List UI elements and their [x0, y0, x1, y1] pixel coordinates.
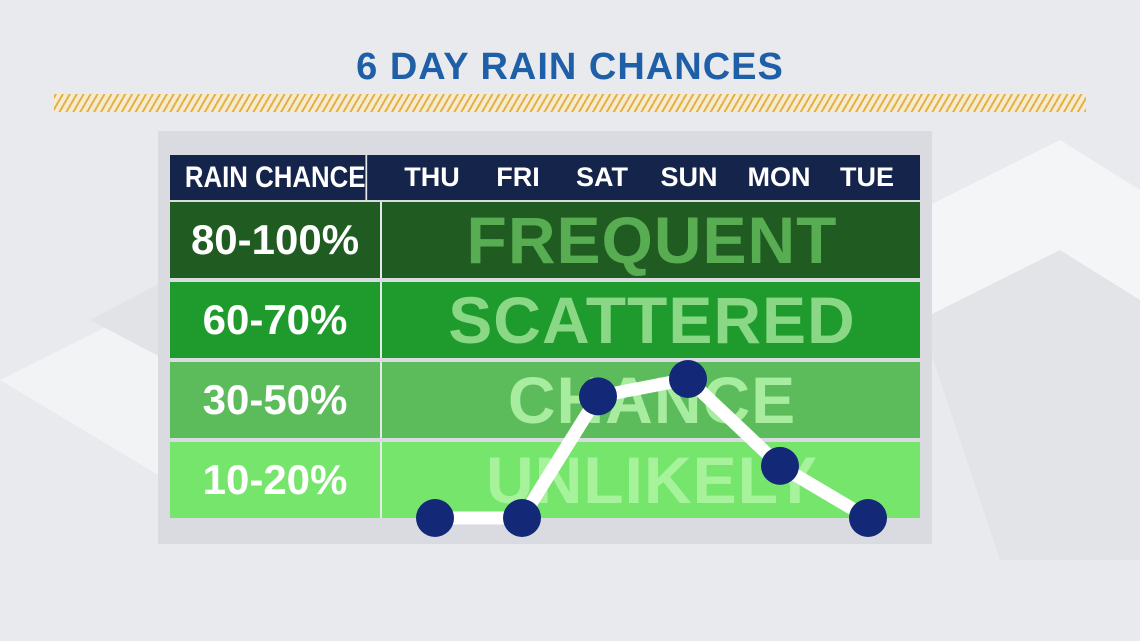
header-rain-chance: RAIN CHANCE: [185, 155, 368, 200]
row-scattered: 60-70% SCATTERED: [170, 282, 920, 358]
band-label-chance: CHANCE: [507, 363, 797, 437]
range-label: 80-100%: [170, 202, 382, 278]
band-label-scattered: SCATTERED: [448, 283, 856, 357]
day-label-thu: THU: [404, 162, 460, 192]
day-label-fri: FRI: [496, 162, 540, 192]
data-point-sun: [669, 360, 707, 398]
data-point-sat: [579, 377, 617, 416]
title-underline-stripe: [54, 94, 1086, 112]
day-label-tue: TUE: [840, 162, 894, 192]
bg-shape-right-lower: [920, 250, 1140, 560]
row-chance: 30-50% CHANCE: [170, 362, 920, 438]
row-frequent: 80-100% FREQUENT: [170, 202, 920, 278]
rain-chance-line: [428, 372, 875, 525]
data-point-tue: [849, 499, 887, 537]
range-label: 30-50%: [170, 362, 382, 438]
day-label-mon: MON: [747, 162, 811, 192]
table-header: RAIN CHANCE THU FRI SAT SUN MON TUE: [170, 155, 920, 200]
page-title: 6 DAY RAIN CHANCES: [356, 46, 784, 88]
day-label-sat: SAT: [576, 162, 628, 192]
data-point-fri: [503, 499, 541, 537]
range-label: 10-20%: [170, 442, 382, 518]
day-label-sun: SUN: [660, 162, 718, 192]
band-label-frequent: FREQUENT: [466, 203, 838, 277]
data-point-mon: [761, 446, 799, 485]
data-point-thu: [416, 499, 454, 537]
range-label: 60-70%: [170, 282, 382, 358]
